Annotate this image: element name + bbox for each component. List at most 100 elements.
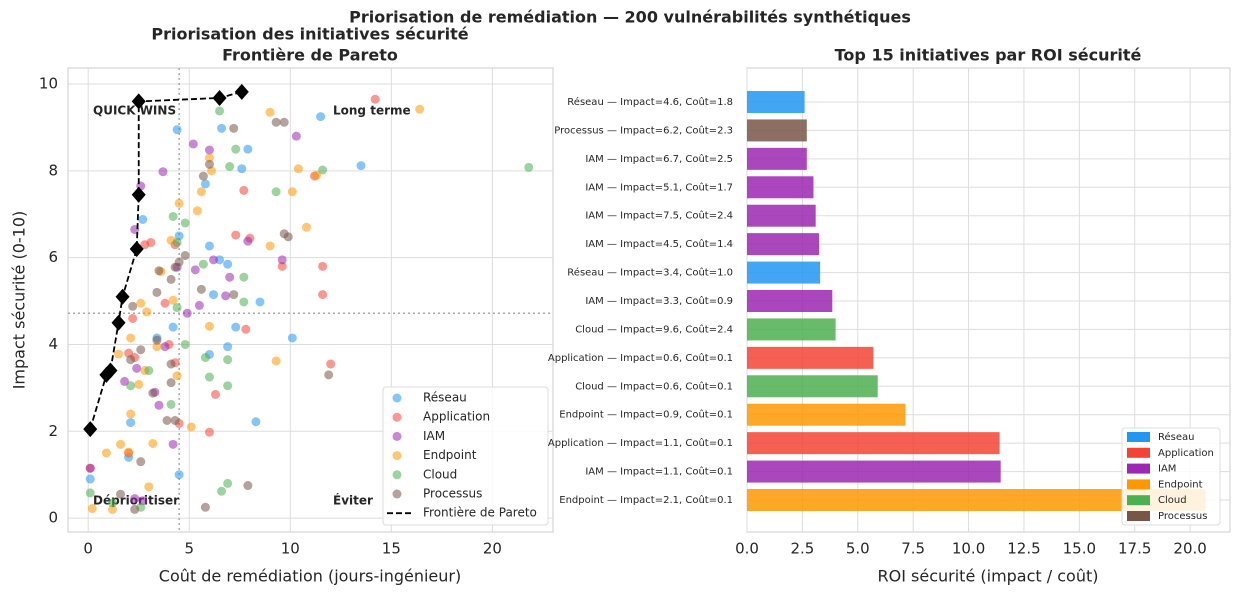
point	[223, 342, 233, 352]
bar	[747, 403, 906, 426]
legend	[382, 386, 549, 526]
x-tick-label: 10	[281, 540, 300, 558]
frontier-point	[131, 186, 146, 203]
legend-label: Cloud	[1158, 495, 1187, 506]
legend-label: Endpoint	[1158, 479, 1203, 490]
point	[180, 339, 190, 349]
point	[114, 349, 124, 359]
y-tick-label: Application — Impact=0.6, Coût=0.1	[548, 352, 733, 364]
chart-title: Priorisation des initiatives sécurité	[151, 25, 468, 44]
point	[223, 478, 233, 488]
legend-swatch	[1127, 463, 1150, 474]
point	[138, 214, 148, 224]
legend-label: Réseau	[423, 391, 467, 405]
point	[204, 159, 214, 169]
x-tick-label: 15	[382, 540, 401, 558]
point	[200, 179, 210, 189]
point	[134, 379, 144, 389]
point	[209, 290, 218, 300]
quadrant-label: QUICK WINS	[93, 104, 176, 118]
legend-label: Processus	[1158, 511, 1207, 522]
bar	[747, 176, 814, 199]
point	[166, 399, 176, 409]
point	[160, 298, 170, 308]
x-tick-label: 10.0	[952, 540, 985, 558]
frontier-point	[111, 314, 126, 331]
bar	[747, 290, 833, 312]
point	[172, 371, 182, 381]
point	[128, 301, 138, 311]
point	[229, 290, 239, 300]
legend-swatch	[1127, 479, 1150, 490]
bar	[747, 91, 805, 113]
bar	[747, 318, 836, 341]
y-tick-label: Cloud — Impact=0.6, Coût=0.1	[575, 380, 733, 392]
point	[279, 117, 289, 127]
x-tick-label: 7.5	[901, 540, 925, 558]
point	[182, 308, 192, 318]
legend-marker	[392, 393, 402, 403]
frontier-point	[131, 93, 146, 110]
point	[168, 439, 178, 449]
point	[204, 241, 214, 251]
bar	[747, 147, 807, 170]
bar	[747, 261, 821, 284]
point	[174, 257, 184, 267]
point	[172, 125, 182, 135]
point	[136, 298, 146, 308]
x-tick-label: 20	[483, 540, 502, 558]
legend-label: Cloud	[423, 467, 457, 481]
point	[166, 274, 176, 284]
point	[116, 489, 126, 499]
point	[204, 372, 214, 382]
point	[152, 287, 162, 297]
y-tick-label: Endpoint — Impact=0.9, Coût=0.1	[559, 409, 733, 421]
point	[186, 422, 196, 432]
y-tick-label: 10	[39, 75, 58, 93]
point	[204, 153, 214, 163]
point	[231, 322, 241, 332]
point	[188, 139, 198, 149]
x-tick-label: 0.0	[735, 540, 759, 558]
bar	[747, 233, 820, 256]
point	[198, 171, 208, 181]
legend-marker	[392, 470, 402, 480]
legend-swatch	[1127, 432, 1150, 442]
point	[166, 378, 176, 388]
point	[116, 439, 126, 449]
point	[204, 145, 214, 155]
point	[180, 218, 190, 228]
point	[251, 417, 261, 427]
quadrant-label: Long terme	[333, 104, 411, 118]
point	[215, 106, 225, 116]
point	[239, 185, 249, 195]
x-axis-label: Coût de remédiation (jours-ingénieur)	[159, 567, 461, 586]
point	[180, 251, 190, 261]
point	[126, 409, 136, 419]
bar	[747, 119, 807, 142]
point	[152, 342, 162, 352]
point	[318, 165, 328, 175]
point	[144, 366, 154, 376]
point	[130, 504, 140, 514]
point	[132, 363, 142, 373]
legend-label: Processus	[423, 487, 482, 501]
point	[174, 198, 184, 208]
point	[140, 240, 150, 250]
point	[204, 427, 214, 437]
legend-swatch	[1127, 511, 1150, 521]
y-tick-label: Cloud — Impact=9.6, Coût=2.4	[575, 323, 733, 335]
frontier-point	[103, 362, 118, 379]
point	[271, 187, 281, 197]
point	[291, 131, 301, 141]
y-tick-label: 0	[48, 509, 58, 527]
x-tick-label: 0	[83, 540, 93, 558]
point	[221, 291, 231, 301]
point	[196, 284, 206, 294]
point	[101, 448, 111, 458]
point	[265, 107, 275, 117]
legend-label: Endpoint	[423, 448, 477, 462]
point	[148, 438, 158, 448]
point	[126, 355, 136, 365]
